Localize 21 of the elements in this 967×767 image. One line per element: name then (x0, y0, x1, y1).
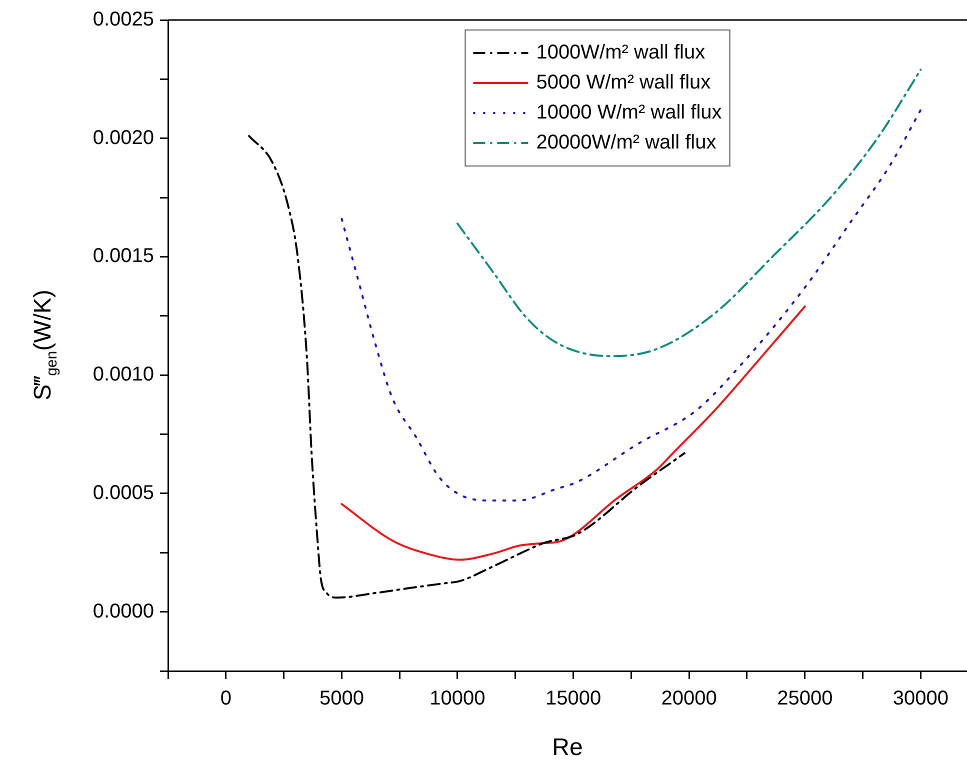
x-axis-title: Re (552, 734, 583, 762)
x-tick-label: 20000 (661, 688, 717, 710)
y-tick-label: 0.0010 (92, 364, 154, 386)
x-tick-label: 0 (220, 688, 232, 710)
x-tick-label: 10000 (430, 688, 486, 710)
x-tick-label: 25000 (777, 688, 833, 710)
x-tick-label: 30000 (892, 688, 948, 710)
line-series (248, 134, 686, 599)
y-tick-label: 0.0000 (92, 600, 154, 622)
line-series (456, 68, 922, 358)
y-tick-label: 0.0005 (92, 482, 154, 504)
legend-label: 10000 W/m² wall flux (536, 102, 722, 124)
legend-label: 1000W/m² wall flux (536, 42, 706, 64)
legend-label: 20000W/m² wall flux (536, 132, 716, 154)
legend-label: 5000 W/m² wall flux (536, 72, 711, 94)
line-series (340, 305, 806, 561)
y-tick-label: 0.0025 (92, 8, 154, 31)
y-tick-label: 0.0015 (92, 245, 154, 268)
x-tick-label: 5000 (319, 688, 364, 710)
y-tick-label: 0.0020 (92, 126, 154, 149)
x-tick-label: 15000 (545, 688, 602, 710)
